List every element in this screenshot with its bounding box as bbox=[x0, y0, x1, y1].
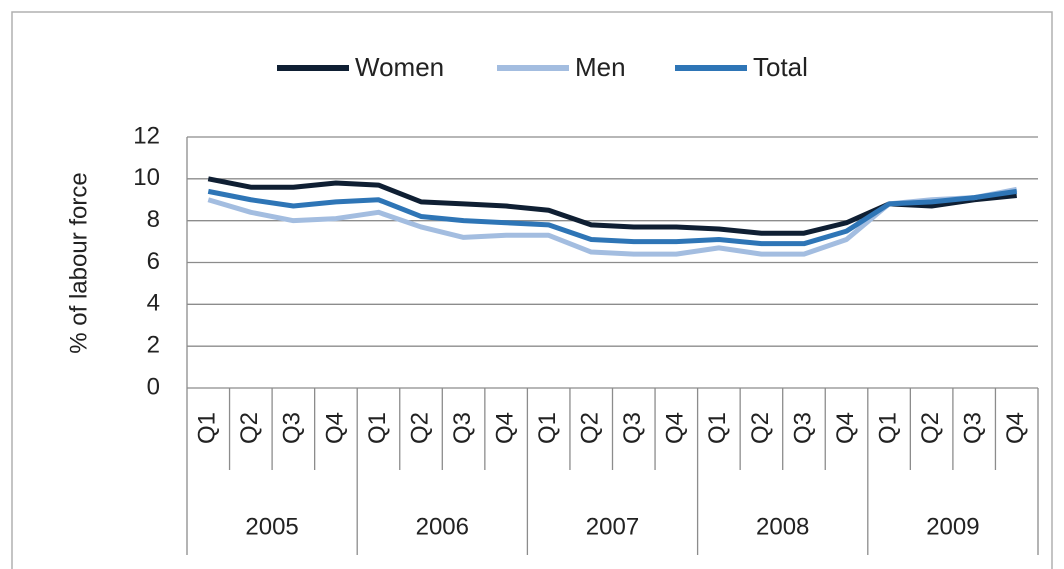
y-tick-label: 0 bbox=[147, 373, 160, 400]
group-label: 2009 bbox=[926, 513, 979, 540]
x-tick-label: Q2 bbox=[236, 412, 263, 444]
y-tick-label: 12 bbox=[133, 122, 160, 149]
y-axis-label: % of labour force bbox=[65, 172, 92, 353]
group-label: 2008 bbox=[756, 513, 809, 540]
legend-label: Men bbox=[575, 52, 626, 82]
y-tick-label: 6 bbox=[147, 248, 160, 275]
x-tick-label: Q1 bbox=[534, 412, 561, 444]
y-tick-label: 8 bbox=[147, 206, 160, 233]
x-tick-label: Q4 bbox=[321, 412, 348, 444]
y-tick-label: 4 bbox=[147, 290, 160, 317]
series-line bbox=[207, 188, 1018, 247]
x-tick-label: Q2 bbox=[917, 412, 944, 444]
frame bbox=[11, 11, 1053, 569]
x-tick-label: Q4 bbox=[491, 412, 518, 444]
legend-label: Women bbox=[355, 52, 444, 82]
y-tick-label: 2 bbox=[147, 332, 160, 359]
group-label: 2006 bbox=[416, 513, 469, 540]
x-tick-label: Q2 bbox=[577, 412, 604, 444]
legend-label: Total bbox=[753, 52, 808, 82]
series-line bbox=[207, 186, 1018, 257]
group-label: 2005 bbox=[245, 513, 298, 540]
x-tick-label: Q3 bbox=[960, 412, 987, 444]
x-tick-label: Q4 bbox=[1002, 412, 1029, 444]
x-tick-label: Q3 bbox=[449, 412, 476, 444]
x-tick-label: Q1 bbox=[364, 412, 391, 444]
x-tick-label: Q4 bbox=[832, 412, 859, 444]
x-tick-label: Q1 bbox=[704, 412, 731, 444]
x-tick-label: Q2 bbox=[406, 412, 433, 444]
x-tick-label: Q4 bbox=[662, 412, 689, 444]
x-tick-label: Q3 bbox=[279, 412, 306, 444]
x-tick-label: Q3 bbox=[619, 412, 646, 444]
x-tick-label: Q3 bbox=[789, 412, 816, 444]
y-tick-label: 10 bbox=[133, 164, 160, 191]
x-tick-label: Q2 bbox=[747, 412, 774, 444]
group-label: 2007 bbox=[586, 513, 639, 540]
x-tick-label: Q1 bbox=[194, 412, 221, 444]
x-tick-label: Q1 bbox=[874, 412, 901, 444]
